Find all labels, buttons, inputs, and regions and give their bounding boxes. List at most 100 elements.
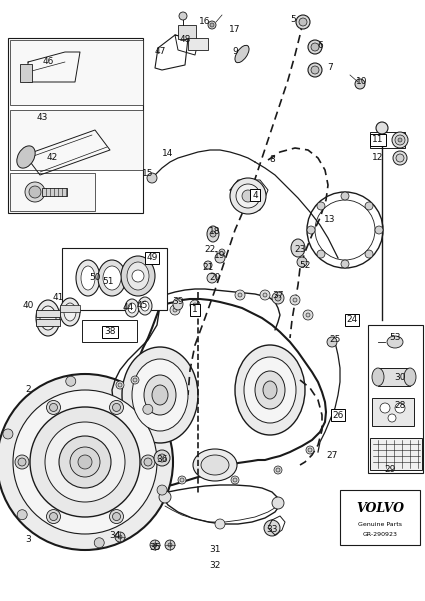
Circle shape [59,436,111,488]
Text: 41: 41 [52,293,64,302]
Text: 21: 21 [202,263,214,272]
Circle shape [393,151,407,165]
Circle shape [113,403,121,412]
Bar [370,438,422,470]
Circle shape [395,403,405,413]
Text: 24: 24 [346,316,357,325]
Text: 11: 11 [372,135,384,144]
Text: 50: 50 [89,273,101,282]
Text: VOLVO: VOLVO [356,501,404,514]
Text: 2: 2 [25,385,31,394]
Circle shape [78,455,92,469]
Circle shape [173,308,177,312]
Circle shape [110,510,124,523]
Circle shape [230,178,266,214]
Circle shape [158,454,166,462]
Circle shape [190,300,200,310]
Circle shape [25,182,45,202]
Text: 23: 23 [294,245,306,254]
Circle shape [153,543,157,547]
Circle shape [193,303,197,307]
Ellipse shape [64,303,76,321]
Bar [178,25,196,39]
Text: 1: 1 [192,305,198,314]
Text: 45: 45 [136,300,147,310]
Circle shape [308,448,312,452]
Circle shape [274,466,282,474]
Circle shape [210,23,214,27]
Text: 46: 46 [42,58,54,67]
Bar [370,132,405,148]
Circle shape [264,520,280,536]
Circle shape [380,403,390,413]
Circle shape [180,478,184,482]
Ellipse shape [193,449,237,481]
Circle shape [215,253,225,263]
Circle shape [238,293,242,297]
Ellipse shape [17,146,35,168]
Bar [368,325,423,473]
Circle shape [30,407,140,517]
Text: 28: 28 [394,400,406,409]
Bar [82,320,137,342]
Circle shape [132,270,144,282]
Ellipse shape [76,260,100,296]
Bar [10,173,95,211]
Ellipse shape [122,347,198,443]
Ellipse shape [387,336,403,348]
Circle shape [141,455,155,469]
Ellipse shape [125,299,139,317]
Bar [60,305,80,312]
Circle shape [170,305,180,315]
Text: 27: 27 [326,451,338,460]
Circle shape [236,184,260,208]
Text: 40: 40 [22,300,34,310]
Ellipse shape [40,306,56,330]
Circle shape [317,202,325,210]
Circle shape [15,455,29,469]
Circle shape [159,491,171,503]
Circle shape [215,519,225,529]
Circle shape [299,18,307,26]
Ellipse shape [60,298,80,326]
Text: 42: 42 [46,153,58,162]
Circle shape [17,510,27,520]
Text: 26: 26 [332,410,344,419]
Text: 37: 37 [272,290,284,299]
Circle shape [18,458,26,466]
Circle shape [233,478,237,482]
Circle shape [263,293,267,297]
Circle shape [46,400,60,415]
Circle shape [208,21,216,29]
Circle shape [144,456,152,464]
Text: 3: 3 [25,535,31,545]
Ellipse shape [103,266,121,290]
Circle shape [204,261,212,269]
Circle shape [296,15,310,29]
Circle shape [272,497,284,509]
Ellipse shape [121,256,155,296]
Ellipse shape [144,375,176,415]
Ellipse shape [255,371,285,409]
Ellipse shape [36,300,60,336]
Circle shape [272,292,284,304]
Text: 10: 10 [356,78,368,87]
Circle shape [45,422,125,502]
Circle shape [150,540,160,550]
Text: 20: 20 [209,273,221,282]
Text: 43: 43 [36,114,48,123]
Circle shape [308,63,322,77]
Text: 25: 25 [329,335,341,344]
Text: GR-290923: GR-290923 [363,532,397,537]
Circle shape [49,513,57,520]
Circle shape [276,468,280,472]
Bar [10,110,143,170]
Circle shape [144,458,152,466]
Ellipse shape [244,357,296,423]
Circle shape [341,192,349,200]
Text: 48: 48 [179,35,191,44]
Text: 33: 33 [266,525,278,534]
Bar [372,398,414,426]
Ellipse shape [372,368,384,386]
Circle shape [118,383,122,387]
